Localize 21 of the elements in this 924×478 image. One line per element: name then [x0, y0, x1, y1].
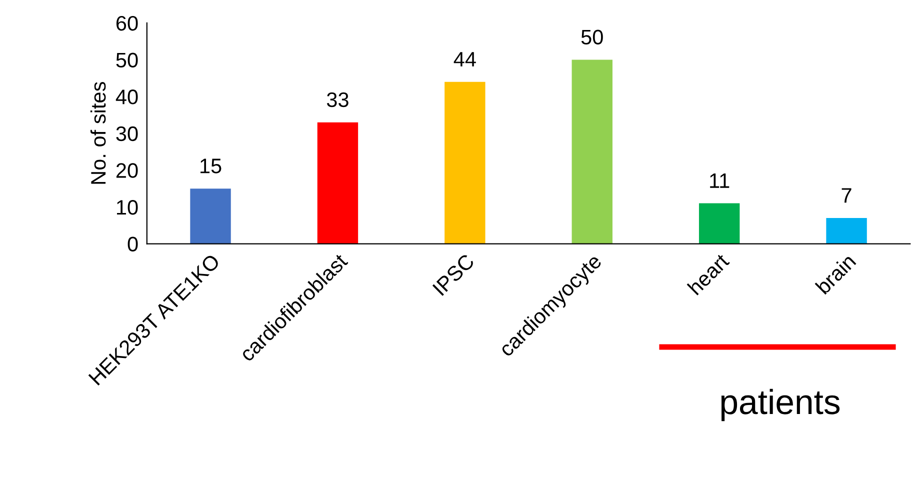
bar	[826, 218, 867, 244]
data-label: 11	[710, 174, 730, 188]
bar	[444, 82, 486, 244]
data-label: 50	[581, 30, 603, 45]
data-label: 7	[842, 188, 852, 203]
y-tick-label: 10	[117, 200, 138, 215]
data-label: 15	[200, 158, 222, 174]
bar	[572, 60, 612, 244]
y-tick-label: 0	[128, 236, 138, 252]
y-tick-label: 20	[116, 163, 138, 178]
data-label: 44	[454, 52, 476, 66]
bar	[317, 122, 358, 244]
data-label: 33	[326, 92, 348, 108]
text: patients	[721, 388, 840, 422]
bar	[698, 203, 740, 244]
bar	[190, 188, 231, 244]
y-tick-label: 50	[116, 52, 138, 68]
y-tick-label: 60	[116, 16, 138, 31]
y-tick-label: 40	[116, 90, 138, 104]
y-tick-label: 30	[116, 126, 138, 142]
y-axis-title: No. of sites	[90, 82, 106, 184]
